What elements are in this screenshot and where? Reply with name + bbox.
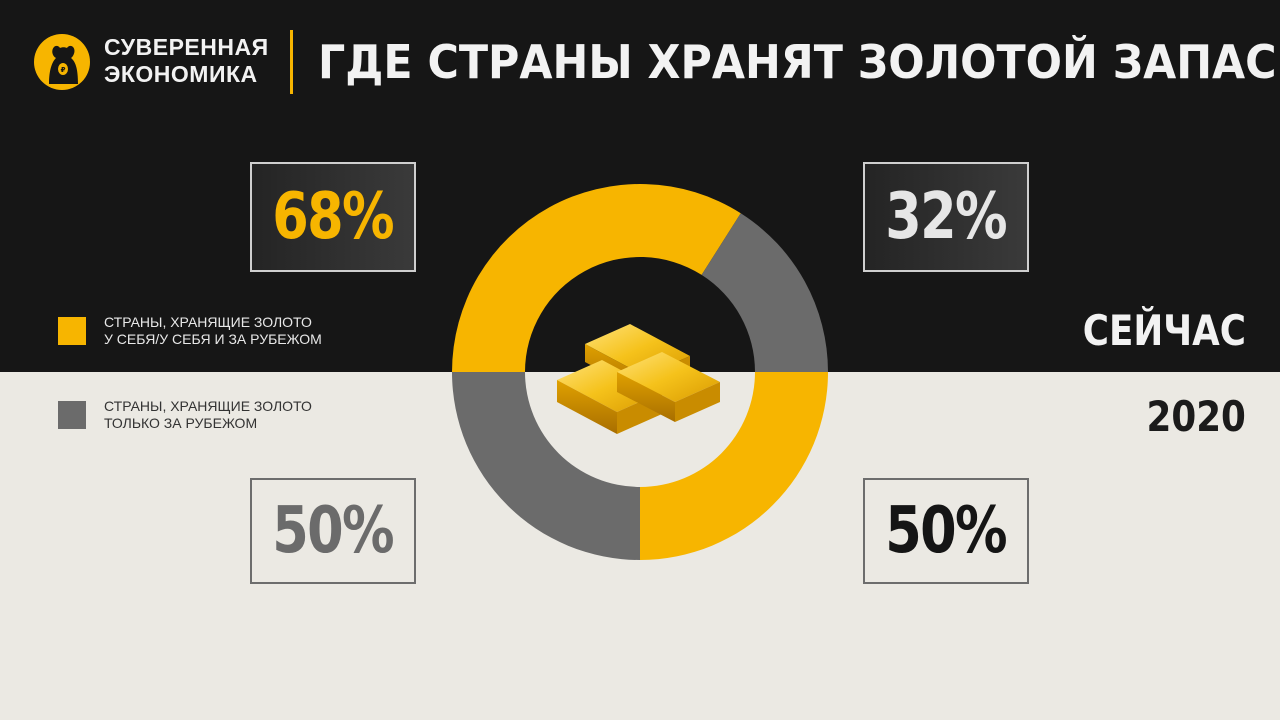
page-title: ГДЕ СТРАНЫ ХРАНЯТ ЗОЛОТОЙ ЗАПАС: [318, 35, 1277, 89]
value-2020-abroad: 50%: [272, 494, 395, 568]
bear-logo-icon: ₽: [34, 34, 90, 90]
brand-name: СУВЕРЕННАЯ ЭКОНОМИКА: [104, 34, 269, 88]
gold-bars-icon: [557, 324, 720, 434]
slice-now-0: [452, 184, 741, 372]
legend-swatch-yellow: [58, 317, 86, 345]
slice-2020-0: [452, 372, 640, 560]
value-box-now-home: 68%: [250, 162, 416, 272]
legend-swatch-grey: [58, 401, 86, 429]
slice-now-1: [701, 213, 828, 372]
value-box-2020-home: 50%: [863, 478, 1029, 584]
value-box-now-abroad: 32%: [863, 162, 1029, 272]
svg-text:₽: ₽: [61, 66, 66, 74]
period-label-now: СЕЙЧАС: [1082, 306, 1246, 355]
legend-item-abroad: СТРАНЫ, ХРАНЯЩИЕ ЗОЛОТО ТОЛЬКО ЗА РУБЕЖО…: [58, 398, 312, 432]
brand-line1: СУВЕРЕННАЯ: [104, 34, 269, 60]
header-divider: [290, 30, 293, 94]
brand-line2: ЭКОНОМИКА: [104, 61, 258, 87]
donut-chart: [452, 184, 828, 560]
value-now-abroad: 32%: [885, 180, 1008, 254]
value-box-2020-abroad: 50%: [250, 478, 416, 584]
legend-item-home: СТРАНЫ, ХРАНЯЩИЕ ЗОЛОТО У СЕБЯ/У СЕБЯ И …: [58, 314, 322, 348]
legend-label-abroad: СТРАНЫ, ХРАНЯЩИЕ ЗОЛОТО ТОЛЬКО ЗА РУБЕЖО…: [104, 398, 312, 431]
value-2020-home: 50%: [885, 494, 1008, 568]
period-label-2020: 2020: [1146, 392, 1246, 441]
legend-label-home: СТРАНЫ, ХРАНЯЩИЕ ЗОЛОТО У СЕБЯ/У СЕБЯ И …: [104, 314, 322, 347]
value-now-home: 68%: [272, 180, 395, 254]
slice-2020-1: [640, 372, 828, 560]
